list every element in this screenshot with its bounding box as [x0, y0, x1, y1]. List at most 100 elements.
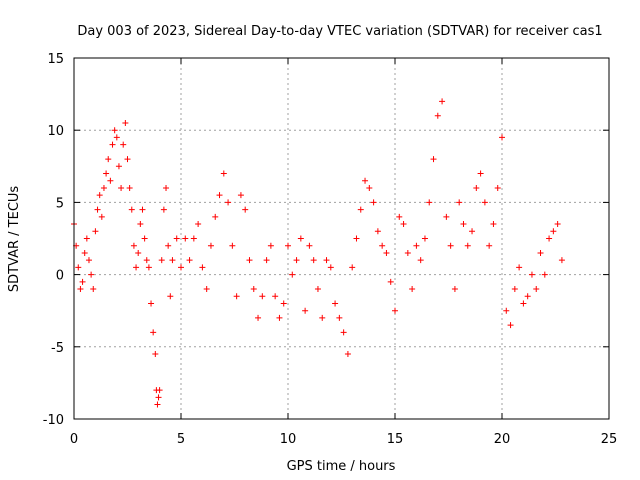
data-point — [349, 264, 356, 271]
data-point — [520, 300, 527, 307]
data-points — [71, 98, 565, 408]
data-point — [404, 249, 411, 256]
data-point — [507, 322, 514, 329]
data-point — [148, 300, 155, 307]
data-point — [374, 228, 381, 235]
data-point — [122, 119, 129, 126]
data-point — [280, 300, 287, 307]
data-point — [336, 314, 343, 321]
data-point — [550, 228, 557, 235]
x-tick-label: 10 — [280, 432, 297, 447]
x-axis-label: GPS time / hours — [287, 459, 396, 474]
tick-labels: 0 5 10 15 20 25 -10 -5 0 5 10 15 — [43, 52, 618, 447]
data-point — [220, 170, 227, 177]
x-tick-label: 15 — [387, 432, 404, 447]
data-point — [366, 184, 373, 191]
data-point — [546, 235, 553, 242]
data-point — [115, 163, 122, 170]
data-point — [100, 184, 107, 191]
data-point — [439, 98, 446, 105]
data-point — [126, 184, 133, 191]
data-point — [81, 249, 88, 256]
data-point — [306, 242, 313, 249]
data-point — [150, 329, 157, 336]
data-point — [276, 314, 283, 321]
data-point — [154, 401, 161, 408]
data-point — [323, 257, 330, 264]
y-tick-label: 0 — [56, 269, 64, 284]
data-point — [259, 293, 266, 300]
data-point — [113, 134, 120, 141]
data-point — [310, 257, 317, 264]
data-point — [473, 184, 480, 191]
data-point — [426, 199, 433, 206]
data-point — [103, 170, 110, 177]
data-point — [145, 264, 152, 271]
data-point — [511, 286, 518, 293]
plot-frame — [73, 57, 610, 420]
data-point — [79, 278, 86, 285]
data-point — [554, 221, 561, 228]
data-point — [158, 257, 165, 264]
data-point — [246, 257, 253, 264]
data-point — [195, 221, 202, 228]
chart-title: Day 003 of 2023, Sidereal Day-to-day VTE… — [77, 24, 602, 39]
data-point — [481, 199, 488, 206]
data-point — [128, 206, 135, 213]
data-point — [499, 134, 505, 141]
data-point — [503, 307, 510, 314]
grid — [74, 58, 609, 419]
data-point — [447, 242, 454, 249]
y-tick-label: -10 — [43, 413, 64, 428]
data-point — [490, 221, 497, 228]
y-axis-label: SDTVAR / TECUs — [7, 186, 22, 293]
data-point — [417, 257, 424, 264]
data-point — [105, 156, 112, 163]
data-point — [92, 228, 99, 235]
data-point — [212, 213, 219, 220]
data-point — [344, 351, 351, 358]
data-point — [421, 235, 428, 242]
data-point — [124, 156, 131, 163]
data-point — [383, 249, 390, 256]
data-point — [165, 242, 172, 249]
data-point — [362, 177, 369, 184]
data-point — [456, 199, 463, 206]
data-point — [120, 141, 127, 148]
data-point — [272, 293, 279, 300]
data-point — [156, 387, 163, 394]
data-point — [379, 242, 386, 249]
data-point — [233, 293, 240, 300]
data-point — [225, 199, 232, 206]
data-point — [332, 300, 339, 307]
data-point — [267, 242, 274, 249]
data-point — [141, 235, 148, 242]
data-point — [160, 206, 167, 213]
data-point — [242, 206, 249, 213]
data-point — [94, 206, 101, 213]
data-point — [469, 228, 476, 235]
data-point — [75, 264, 82, 271]
x-tick-label: 5 — [177, 432, 185, 447]
data-point — [255, 314, 262, 321]
data-point — [451, 286, 458, 293]
y-tick-label: -5 — [51, 341, 64, 356]
data-point — [83, 235, 90, 242]
data-point — [387, 278, 394, 285]
data-point — [130, 242, 137, 249]
data-point — [167, 293, 174, 300]
data-point — [109, 141, 116, 148]
data-point — [314, 286, 321, 293]
data-point — [413, 242, 420, 249]
data-point — [528, 271, 535, 278]
x-tick-label: 25 — [601, 432, 618, 447]
y-tick-label: 5 — [56, 196, 64, 211]
data-point — [541, 271, 548, 278]
data-point — [409, 286, 416, 293]
data-point — [98, 213, 105, 220]
data-point — [118, 184, 125, 191]
data-point — [90, 286, 97, 293]
data-point — [237, 192, 244, 199]
data-point — [199, 264, 206, 271]
